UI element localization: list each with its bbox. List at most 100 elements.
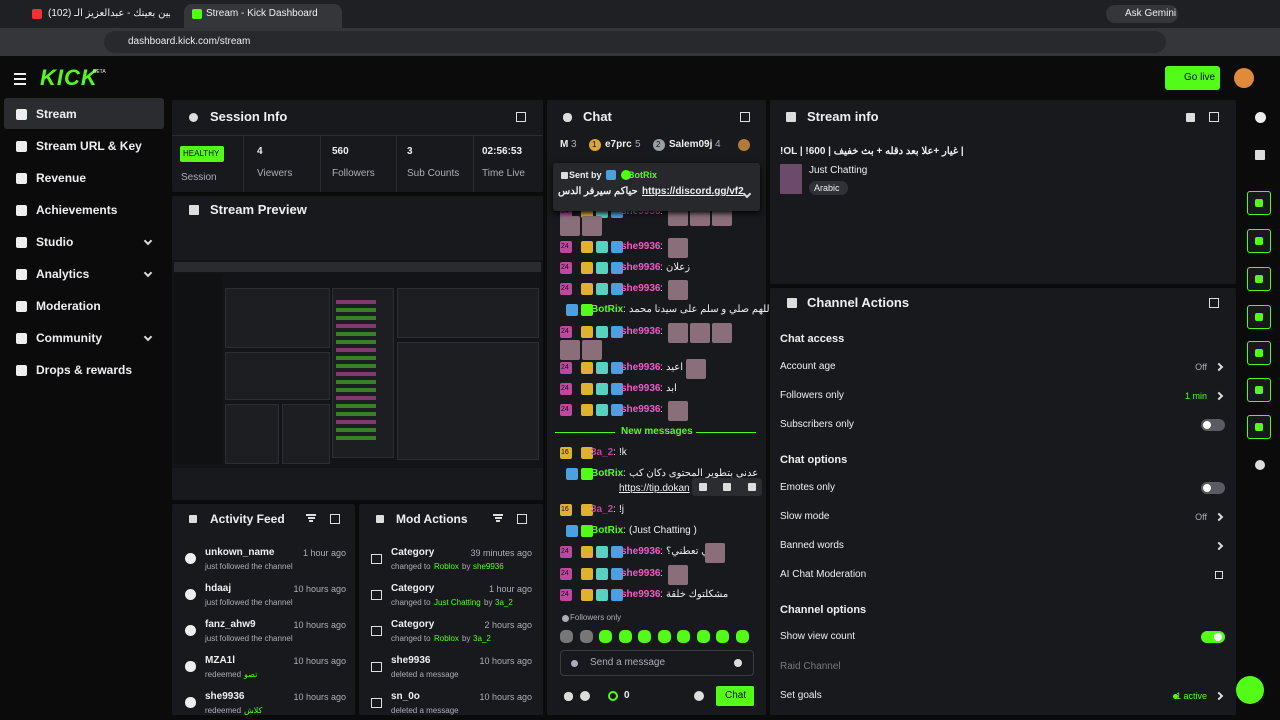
rail-button[interactable]: [1247, 378, 1271, 402]
gemini-button[interactable]: [1106, 5, 1178, 23]
help-button[interactable]: [1236, 676, 1264, 704]
send-button[interactable]: [716, 686, 754, 706]
chat-sep: :: [613, 504, 616, 515]
preview-line: [336, 436, 376, 440]
status-pill: [180, 146, 224, 162]
sidebar-item[interactable]: Analytics: [36, 267, 90, 281]
sidebar-item[interactable]: Stream URL & Key: [36, 139, 142, 153]
setting-label[interactable]: Account age: [780, 361, 836, 372]
expand-icon[interactable]: [330, 514, 340, 524]
chat-emote: [560, 340, 580, 360]
preview-pane: [282, 404, 330, 464]
chat-emote: [668, 206, 688, 226]
chat-text: اللي حابب يدعمني ويساعدني بتطوير المحتوى…: [629, 468, 758, 479]
chat-link[interactable]: https://tip.dokan: [619, 483, 690, 494]
menu-line: [14, 83, 26, 85]
tab-title[interactable]: Stream - Kick Dashboard: [206, 8, 318, 19]
chat-sep: :: [660, 241, 663, 252]
expand-icon[interactable]: [1209, 298, 1219, 308]
sub-badge-label: 24: [561, 364, 569, 371]
chat-sep: :: [660, 262, 663, 273]
setting-label[interactable]: Emotes only: [780, 482, 836, 493]
icon: [657, 629, 671, 643]
external-icon[interactable]: [1215, 571, 1223, 579]
category[interactable]: Just Chatting: [809, 165, 868, 176]
icon: [1255, 199, 1263, 207]
expand-icon[interactable]: [740, 112, 750, 122]
sidebar-item[interactable]: Moderation: [36, 299, 101, 313]
chat-emote: [668, 401, 688, 421]
menu-line: [14, 78, 26, 80]
icon: [596, 546, 608, 558]
tab[interactable]: [184, 4, 342, 28]
toggle-knob: [1203, 484, 1211, 492]
sub-badge: [560, 589, 572, 601]
chat-user: she9936: [621, 362, 661, 373]
activity-user: fanz_ahw9: [205, 619, 256, 630]
icon: [581, 362, 593, 374]
chat-emote: [712, 206, 732, 226]
chat-emote: [690, 206, 710, 226]
send-label: Chat: [725, 690, 747, 701]
mod-target: Roblox: [434, 634, 459, 643]
icon: [1255, 460, 1265, 470]
avatar[interactable]: [1234, 68, 1254, 88]
icon: [581, 383, 593, 395]
icon: [581, 568, 593, 580]
icon: [562, 614, 569, 622]
sidebar-item[interactable]: Stream: [36, 107, 77, 121]
mod-icon: [371, 554, 382, 564]
sidebar-item[interactable]: Revenue: [36, 171, 87, 185]
setting-label[interactable]: Show view count: [780, 631, 856, 642]
expand-icon[interactable]: [517, 514, 527, 524]
sidebar-item[interactable]: Studio: [36, 235, 74, 249]
sidebar-item[interactable]: Community: [36, 331, 102, 345]
icon: [32, 9, 42, 19]
preview-pane: [225, 288, 330, 348]
divider: [473, 136, 474, 192]
mod-text: changed to: [391, 598, 431, 607]
setting-label[interactable]: AI Chat Moderation: [780, 569, 867, 580]
url-bar[interactable]: [104, 31, 1166, 53]
panel-title: Stream info: [807, 109, 879, 124]
icon: [735, 629, 749, 643]
followers-only: Followers only: [570, 613, 622, 622]
setting-value: Off: [1195, 512, 1207, 522]
icon: [596, 568, 608, 580]
preview-line: [336, 340, 376, 344]
preview-pane: [225, 352, 330, 400]
mod-icon: [371, 662, 382, 672]
sidebar-item[interactable]: Drops & rewards: [36, 363, 133, 377]
sub-badge-label: 24: [561, 285, 569, 292]
panel-title: Mod Actions: [396, 512, 468, 526]
chat-sep: :: [623, 304, 626, 315]
mod-target: Just Chatting: [434, 598, 481, 607]
filter-line: [306, 514, 316, 516]
new-line: [555, 432, 615, 433]
stat-value: 560: [332, 146, 349, 157]
mod-icon: [371, 698, 382, 708]
sidebar-item[interactable]: Achievements: [36, 203, 118, 217]
rail-button[interactable]: [1247, 305, 1271, 329]
icon: [1255, 386, 1263, 394]
icon: [580, 691, 590, 701]
setting-label[interactable]: Set goals: [780, 690, 822, 701]
icon: [696, 629, 710, 643]
expand-icon[interactable]: [1209, 112, 1219, 122]
chat-sep: :: [660, 404, 663, 415]
chat-user: she9936: [621, 206, 661, 217]
icon: [1255, 349, 1263, 357]
pinned-link[interactable]: https://discord.gg/vf2: [642, 186, 744, 197]
setting-label[interactable]: Banned words: [780, 540, 844, 551]
chat-input[interactable]: [560, 650, 754, 676]
setting-label[interactable]: Slow mode: [780, 511, 830, 522]
setting-label[interactable]: Followers only: [780, 390, 844, 401]
tab-title[interactable]: (102) مايين بعينك - عبدالعزيز الـ: [48, 8, 170, 19]
setting-label[interactable]: Subscribers only: [780, 419, 854, 430]
chat-user: BotRix: [591, 468, 624, 479]
expand-icon[interactable]: [516, 112, 526, 122]
go-live-button[interactable]: [1165, 66, 1220, 90]
preview-line: [336, 428, 376, 432]
top-chatter: e7prc: [605, 139, 632, 150]
